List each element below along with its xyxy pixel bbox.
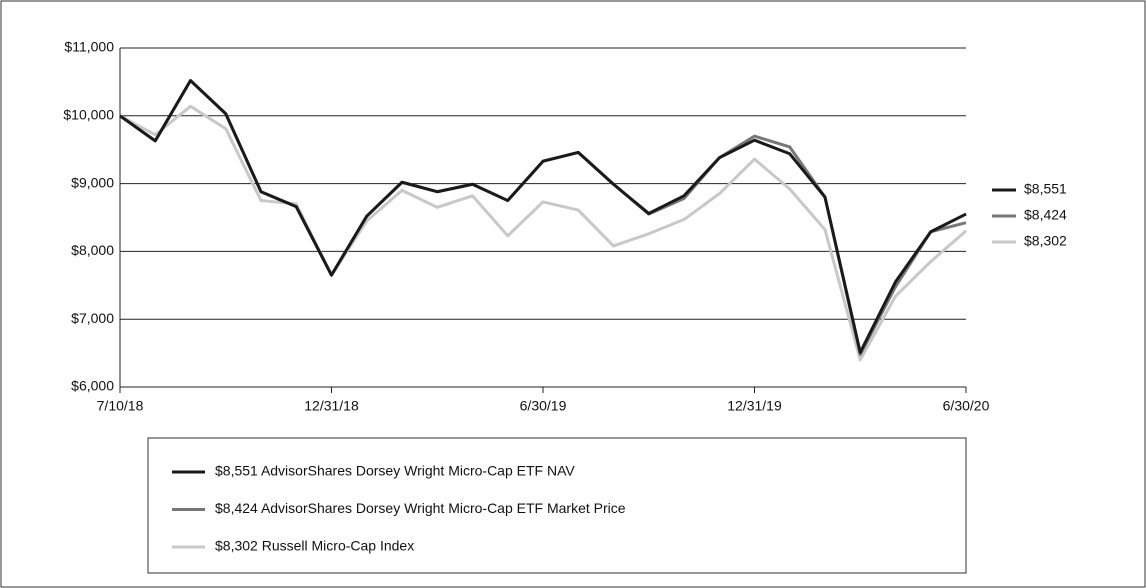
y-tick-label: $11,000 [64,39,114,55]
legend-label: $8,424 AdvisorShares Dorsey Wright Micro… [215,500,626,516]
x-tick-label: 12/31/18 [304,398,359,414]
x-tick-label: 6/30/20 [943,398,990,414]
legend-box [147,437,967,574]
y-tick-label: $7,000 [71,310,114,326]
series-line [119,79,967,354]
series-line [119,79,967,356]
x-tick-label: 7/10/18 [97,398,144,414]
end-label: $8,551 [1024,181,1067,197]
y-tick-label: $6,000 [71,378,114,394]
y-tick-label: $8,000 [71,242,114,258]
legend-label: $8,302 Russell Micro-Cap Index [215,538,414,554]
y-tick-label: $10,000 [63,107,114,123]
end-label: $8,302 [1024,233,1067,249]
series-line [119,104,967,362]
end-label: $8,424 [1024,207,1067,223]
x-tick-label: 6/30/19 [520,398,567,414]
x-tick-label: 12/31/19 [727,398,782,414]
legend-label: $8,551 AdvisorShares Dorsey Wright Micro… [215,463,575,479]
y-tick-label: $9,000 [71,174,114,190]
